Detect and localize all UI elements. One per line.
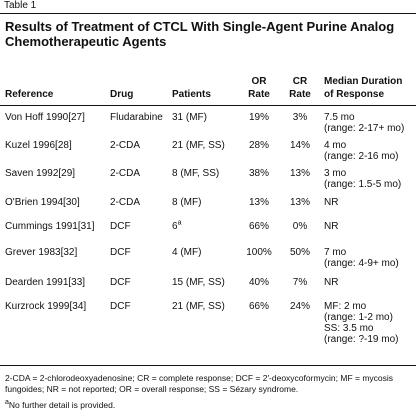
cell-or-rate: 13% [248, 197, 269, 208]
median-line: 3 mo [324, 168, 347, 179]
cell-reference: Von Hoff 1990[27] [5, 112, 85, 123]
median-line: (range: 2-16 mo) [324, 151, 399, 162]
header-reference: Reference [5, 89, 54, 100]
median-line: (range: ?-19 mo) [324, 334, 399, 345]
header-patients: Patients [172, 89, 211, 100]
cell-reference: Kuzel 1996[28] [5, 140, 72, 151]
cell-median-duration: 7 mo (range: 4-9+ mo) [324, 247, 399, 269]
cell-cr-rate: 13% [289, 197, 310, 208]
median-line: (range: 1.5-5 mo) [324, 179, 402, 190]
median-line: (range: 1-2 mo) [324, 312, 393, 323]
header-cr-rate-line1: CR [292, 76, 308, 87]
header-median-line1: Median Duration [324, 76, 403, 87]
cell-patients: 8 (MF, SS) [172, 168, 219, 179]
cell-drug: DCF [110, 277, 131, 288]
cell-median-duration: 7.5 mo (range: 2-17+ mo) [324, 112, 404, 134]
cell-median-duration: NR [324, 221, 338, 232]
cell-cr-rate: 14% [289, 140, 310, 151]
table-title: Results of Treatment of CTCL With Single… [5, 19, 395, 49]
cell-or-rate: 38% [248, 168, 269, 179]
patients-footnote-marker: a [177, 219, 182, 227]
cell-cr-rate: 13% [289, 168, 310, 179]
cell-or-rate: 66% [248, 221, 269, 232]
cell-drug: 2-CDA [110, 140, 141, 151]
cell-patients: 8 (MF) [172, 197, 201, 208]
header-cr-rate-line2: Rate [289, 89, 311, 100]
top-rule [0, 13, 416, 14]
cell-reference: O'Brien 1994[30] [5, 197, 80, 208]
patients-value: 4 (MF) [172, 247, 202, 258]
cell-drug: DCF [110, 221, 131, 232]
cell-reference: Dearden 1991[33] [5, 277, 86, 288]
cell-cr-rate: 0% [292, 221, 308, 232]
cell-median-duration: 3 mo (range: 1.5-5 mo) [324, 168, 401, 190]
cell-reference: Saven 1992[29] [5, 168, 76, 179]
cell-cr-rate: 24% [289, 301, 310, 312]
cell-patients: 31 (MF) [172, 112, 207, 123]
median-line: MF: 2 mo [324, 301, 367, 312]
cell-median-duration: 4 mo (range: 2-16 mo) [324, 140, 398, 162]
median-line: NR [324, 221, 339, 232]
header-or-rate-line2: Rate [248, 89, 270, 100]
cell-median-duration: MF: 2 mo (range: 1-2 mo) SS: 3.5 mo (range:… [324, 301, 398, 345]
cell-or-rate: 100% [246, 247, 272, 258]
cell-reference: Grever 1983[32] [5, 247, 78, 258]
median-line: 7.5 mo [324, 112, 355, 123]
cell-median-duration: NR [324, 197, 338, 208]
cell-patients: 21 (MF, SS) [172, 140, 225, 151]
patients-value: 15 (MF, SS) [172, 277, 225, 288]
cell-or-rate: 19% [248, 112, 269, 123]
header-drug: Drug [110, 89, 134, 100]
patients-value: 8 (MF, SS) [172, 168, 220, 179]
cell-patients: 6a [172, 219, 182, 232]
cell-drug: DCF [110, 301, 131, 312]
patients-value: 21 (MF, SS) [172, 301, 225, 312]
cell-or-rate: 28% [248, 140, 269, 151]
cell-or-rate: 66% [248, 301, 269, 312]
header-median-line2: of Response [324, 89, 385, 100]
cell-drug: Fludarabine [110, 112, 163, 123]
median-line: SS: 3.5 mo [324, 323, 374, 334]
bottom-rule [0, 365, 416, 366]
cell-reference: Cummings 1991[31] [5, 221, 95, 232]
median-line: NR [324, 197, 339, 208]
median-line: (range: 2-17+ mo) [324, 123, 405, 134]
cell-median-duration: NR [324, 277, 338, 288]
patients-value: 6 [172, 221, 178, 232]
median-line: NR [324, 277, 339, 288]
cell-drug: 2-CDA [110, 197, 141, 208]
cell-patients: 21 (MF, SS) [172, 301, 225, 312]
cell-or-rate: 40% [248, 277, 269, 288]
table-label: Table 1 [4, 0, 37, 11]
median-line: 7 mo [324, 247, 347, 258]
cell-reference: Kurzrock 1999[34] [5, 301, 87, 312]
header-or-rate-line1: OR [251, 76, 267, 87]
footnote-a-marker: a [5, 399, 9, 407]
cell-patients: 4 (MF) [172, 247, 201, 258]
cell-cr-rate: 7% [292, 277, 308, 288]
cell-drug: 2-CDA [110, 168, 141, 179]
cell-patients: 15 (MF, SS) [172, 277, 225, 288]
patients-value: 31 (MF) [172, 112, 207, 123]
patients-value: 21 (MF, SS) [172, 140, 225, 151]
footnote-abbreviations: 2-CDA = 2-chlorodeoxyadenosine; CR = com… [5, 373, 394, 394]
median-line: (range: 4-9+ mo) [324, 258, 399, 269]
footnote-a-text: No further detail is provided. [8, 400, 116, 410]
header-rule [0, 105, 416, 106]
cell-drug: DCF [110, 247, 131, 258]
median-line: 4 mo [324, 140, 347, 151]
patients-value: 8 (MF) [172, 197, 202, 208]
cell-cr-rate: 50% [289, 247, 310, 258]
footnote-a: aNo further detail is provided. [5, 399, 411, 411]
cell-cr-rate: 3% [292, 112, 308, 123]
